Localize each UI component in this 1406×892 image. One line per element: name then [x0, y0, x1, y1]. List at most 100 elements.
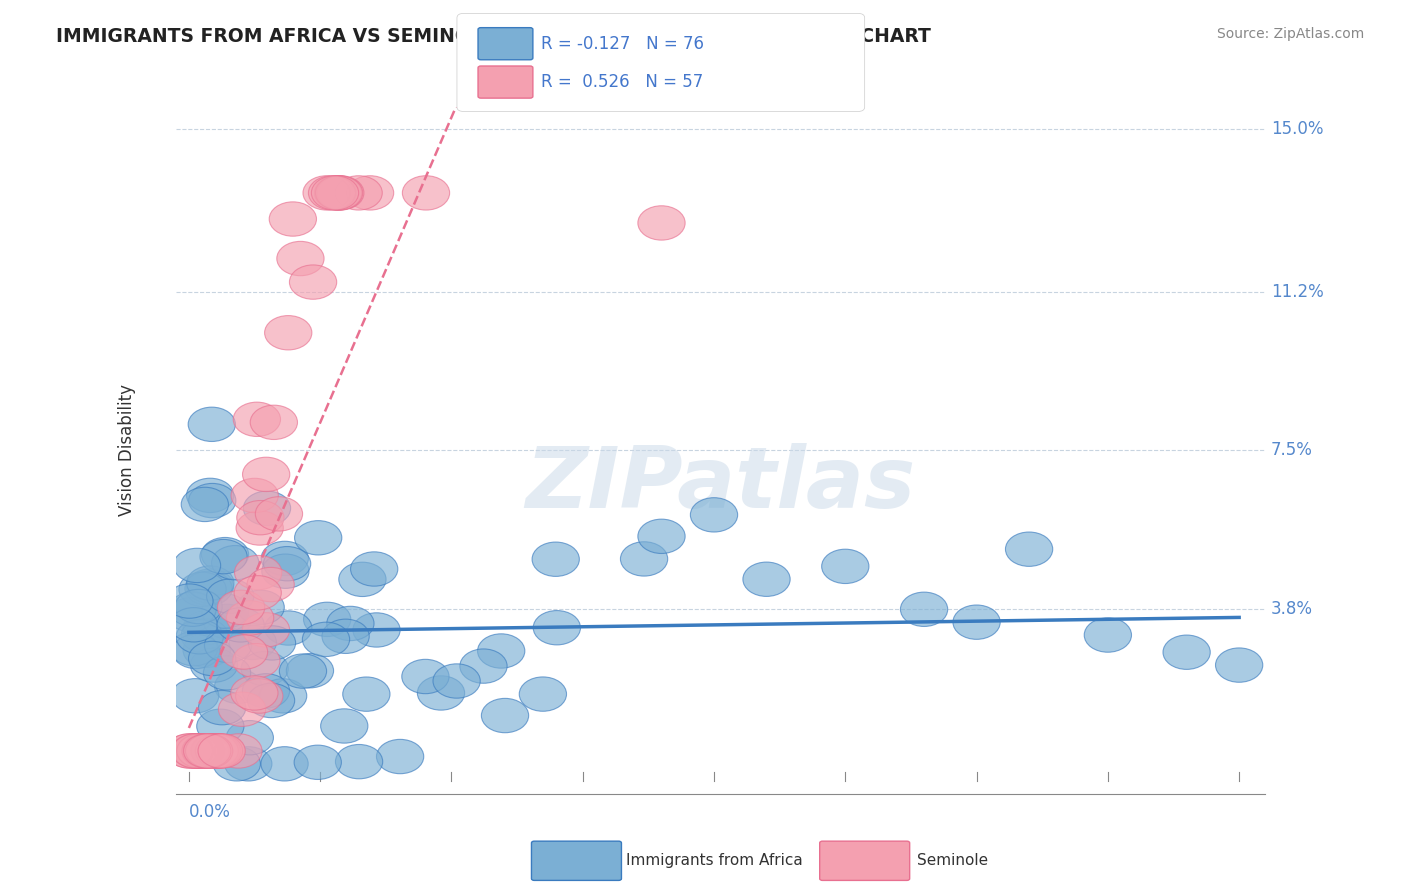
Ellipse shape — [179, 572, 226, 607]
Ellipse shape — [377, 739, 423, 773]
Ellipse shape — [402, 176, 450, 211]
Ellipse shape — [211, 546, 259, 580]
Ellipse shape — [322, 619, 370, 654]
Ellipse shape — [821, 549, 869, 583]
Ellipse shape — [177, 734, 224, 768]
Text: 7.5%: 7.5% — [1271, 442, 1313, 459]
Ellipse shape — [184, 734, 232, 768]
Ellipse shape — [533, 610, 581, 645]
Ellipse shape — [195, 734, 243, 768]
Ellipse shape — [236, 500, 284, 535]
Ellipse shape — [177, 734, 225, 768]
Ellipse shape — [166, 584, 214, 618]
Ellipse shape — [316, 176, 364, 211]
Ellipse shape — [353, 613, 401, 647]
Ellipse shape — [226, 721, 273, 755]
Ellipse shape — [218, 591, 264, 624]
Ellipse shape — [315, 176, 361, 211]
Ellipse shape — [172, 734, 219, 768]
Ellipse shape — [207, 579, 254, 614]
Ellipse shape — [226, 600, 274, 635]
Ellipse shape — [229, 625, 277, 659]
Ellipse shape — [200, 540, 247, 574]
Ellipse shape — [193, 734, 239, 768]
Text: R =  0.526   N = 57: R = 0.526 N = 57 — [541, 73, 703, 91]
Ellipse shape — [1216, 648, 1263, 682]
Ellipse shape — [242, 673, 290, 708]
Ellipse shape — [183, 610, 231, 645]
Ellipse shape — [233, 402, 281, 436]
Ellipse shape — [249, 626, 295, 660]
Ellipse shape — [315, 176, 363, 211]
Ellipse shape — [343, 677, 389, 711]
Ellipse shape — [243, 491, 291, 525]
Text: Seminole: Seminole — [917, 854, 988, 868]
Ellipse shape — [187, 569, 233, 603]
Ellipse shape — [264, 316, 312, 350]
Ellipse shape — [1084, 618, 1132, 652]
Ellipse shape — [326, 607, 374, 640]
Ellipse shape — [204, 628, 252, 663]
Ellipse shape — [172, 734, 219, 768]
Ellipse shape — [193, 734, 240, 768]
Ellipse shape — [187, 566, 233, 600]
Ellipse shape — [302, 176, 350, 211]
Ellipse shape — [188, 483, 236, 517]
Ellipse shape — [232, 643, 280, 678]
Ellipse shape — [172, 679, 219, 713]
Ellipse shape — [176, 620, 224, 654]
Ellipse shape — [221, 635, 267, 669]
Ellipse shape — [620, 541, 668, 576]
Ellipse shape — [250, 405, 298, 440]
Ellipse shape — [198, 690, 246, 725]
Ellipse shape — [308, 176, 356, 211]
Ellipse shape — [304, 602, 352, 637]
Ellipse shape — [183, 734, 231, 768]
Text: R = -0.127   N = 76: R = -0.127 N = 76 — [541, 35, 704, 53]
Ellipse shape — [262, 747, 308, 781]
Ellipse shape — [166, 734, 214, 768]
Ellipse shape — [190, 648, 238, 682]
Ellipse shape — [294, 745, 342, 780]
Ellipse shape — [173, 734, 221, 768]
Ellipse shape — [277, 242, 323, 276]
Ellipse shape — [346, 176, 394, 211]
Text: ZIPatlas: ZIPatlas — [526, 443, 915, 526]
Ellipse shape — [339, 562, 387, 597]
Ellipse shape — [170, 632, 218, 666]
Ellipse shape — [236, 679, 283, 714]
Ellipse shape — [240, 651, 288, 686]
Text: 11.2%: 11.2% — [1271, 283, 1323, 301]
Ellipse shape — [198, 734, 245, 768]
Text: 3.8%: 3.8% — [1271, 600, 1313, 618]
Ellipse shape — [242, 613, 290, 647]
Ellipse shape — [183, 633, 231, 667]
Ellipse shape — [197, 734, 245, 768]
Ellipse shape — [181, 734, 229, 768]
Ellipse shape — [201, 594, 249, 628]
Text: Vision Disability: Vision Disability — [118, 384, 136, 516]
Ellipse shape — [742, 562, 790, 597]
Ellipse shape — [233, 575, 281, 610]
Ellipse shape — [181, 487, 228, 522]
Ellipse shape — [263, 547, 311, 581]
Ellipse shape — [315, 176, 361, 211]
Ellipse shape — [215, 734, 262, 768]
Ellipse shape — [321, 709, 368, 743]
Ellipse shape — [242, 458, 290, 491]
Ellipse shape — [187, 478, 233, 513]
Ellipse shape — [188, 641, 236, 675]
Ellipse shape — [217, 607, 264, 642]
Text: 0.0%: 0.0% — [188, 803, 231, 821]
Text: 15.0%: 15.0% — [1271, 120, 1323, 137]
Ellipse shape — [204, 656, 250, 690]
Ellipse shape — [953, 605, 1000, 640]
Ellipse shape — [204, 604, 250, 639]
Text: IMMIGRANTS FROM AFRICA VS SEMINOLE VISION DISABILITY CORRELATION CHART: IMMIGRANTS FROM AFRICA VS SEMINOLE VISIO… — [56, 27, 931, 45]
Ellipse shape — [173, 549, 221, 582]
Ellipse shape — [247, 683, 295, 718]
Ellipse shape — [418, 676, 464, 710]
Ellipse shape — [166, 734, 212, 768]
Ellipse shape — [183, 734, 231, 768]
Ellipse shape — [690, 498, 738, 532]
